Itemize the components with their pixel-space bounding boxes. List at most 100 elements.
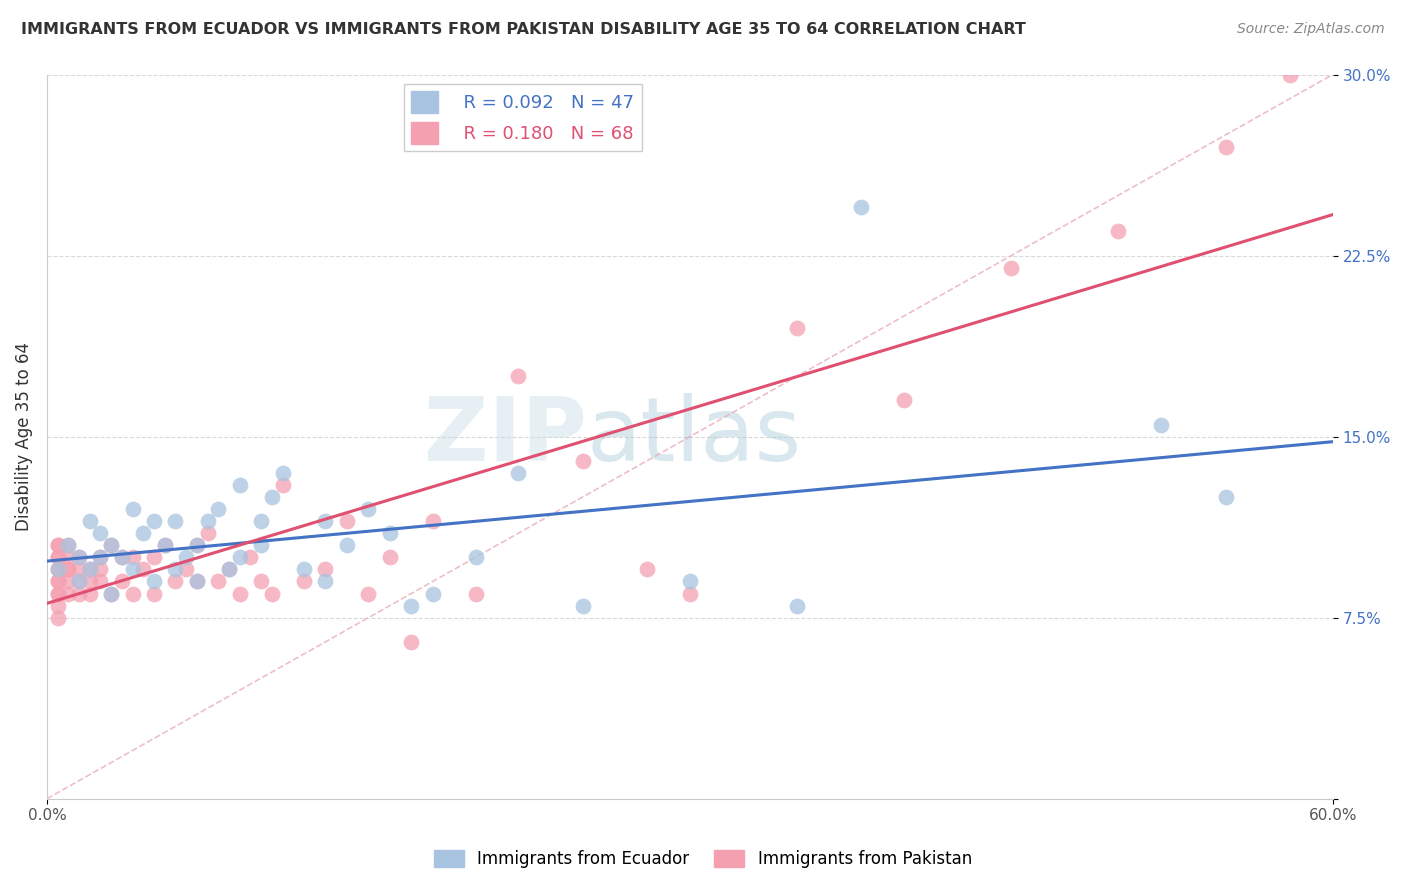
Point: [165, 574, 187, 589]
Point: [218, 562, 240, 576]
Point: [229, 586, 252, 600]
Point: [292, 574, 315, 589]
Point: [422, 586, 444, 600]
Point: [46, 574, 69, 589]
Point: [121, 562, 143, 576]
Point: [464, 550, 486, 565]
Point: [46, 562, 69, 576]
Point: [464, 586, 486, 600]
Point: [218, 562, 240, 576]
Point: [786, 321, 808, 335]
Point: [1278, 68, 1301, 82]
Point: [508, 369, 530, 384]
Point: [399, 599, 422, 613]
Point: [89, 550, 111, 565]
Point: [229, 550, 252, 565]
Point: [67, 586, 90, 600]
Point: [46, 610, 69, 624]
Point: [186, 538, 208, 552]
Point: [67, 550, 90, 565]
Point: [89, 574, 111, 589]
Point: [46, 538, 69, 552]
Point: [679, 586, 702, 600]
Point: [58, 538, 80, 552]
Point: [153, 538, 176, 552]
Point: [100, 538, 122, 552]
Point: [58, 562, 80, 576]
Point: [67, 550, 90, 565]
Point: [893, 393, 915, 408]
Point: [132, 562, 155, 576]
Point: [79, 574, 101, 589]
Point: [79, 514, 101, 528]
Point: [132, 526, 155, 541]
Legend:   R = 0.092   N = 47,   R = 0.180   N = 68: R = 0.092 N = 47, R = 0.180 N = 68: [404, 84, 641, 151]
Point: [143, 586, 166, 600]
Point: [336, 514, 359, 528]
Point: [143, 550, 166, 565]
Point: [207, 574, 229, 589]
Point: [46, 599, 69, 613]
Point: [571, 599, 593, 613]
Point: [153, 538, 176, 552]
Point: [315, 562, 337, 576]
Point: [58, 550, 80, 565]
Point: [67, 562, 90, 576]
Point: [46, 550, 69, 565]
Point: [121, 502, 143, 516]
Point: [46, 538, 69, 552]
Text: IMMIGRANTS FROM ECUADOR VS IMMIGRANTS FROM PAKISTAN DISABILITY AGE 35 TO 64 CORR: IMMIGRANTS FROM ECUADOR VS IMMIGRANTS FR…: [21, 22, 1026, 37]
Point: [571, 454, 593, 468]
Point: [197, 526, 219, 541]
Point: [100, 538, 122, 552]
Point: [851, 200, 873, 214]
Point: [143, 514, 166, 528]
Point: [111, 574, 134, 589]
Y-axis label: Disability Age 35 to 64: Disability Age 35 to 64: [15, 343, 32, 531]
Point: [67, 574, 90, 589]
Point: [58, 574, 80, 589]
Point: [315, 574, 337, 589]
Point: [336, 538, 359, 552]
Point: [357, 586, 380, 600]
Point: [378, 550, 401, 565]
Point: [58, 586, 80, 600]
Point: [111, 550, 134, 565]
Point: [508, 466, 530, 480]
Point: [67, 574, 90, 589]
Point: [250, 538, 273, 552]
Point: [79, 562, 101, 576]
Point: [378, 526, 401, 541]
Point: [292, 562, 315, 576]
Point: [174, 562, 197, 576]
Point: [58, 538, 80, 552]
Point: [357, 502, 380, 516]
Point: [89, 550, 111, 565]
Point: [229, 478, 252, 492]
Point: [79, 586, 101, 600]
Point: [260, 490, 283, 504]
Point: [46, 550, 69, 565]
Point: [186, 538, 208, 552]
Point: [636, 562, 658, 576]
Point: [399, 635, 422, 649]
Point: [679, 574, 702, 589]
Point: [271, 478, 294, 492]
Point: [46, 586, 69, 600]
Point: [46, 562, 69, 576]
Point: [79, 562, 101, 576]
Point: [207, 502, 229, 516]
Point: [250, 514, 273, 528]
Point: [239, 550, 262, 565]
Legend: Immigrants from Ecuador, Immigrants from Pakistan: Immigrants from Ecuador, Immigrants from…: [427, 843, 979, 875]
Point: [89, 562, 111, 576]
Point: [165, 514, 187, 528]
Point: [1000, 260, 1022, 275]
Point: [143, 574, 166, 589]
Point: [422, 514, 444, 528]
Point: [174, 550, 197, 565]
Point: [58, 562, 80, 576]
Point: [1107, 224, 1129, 238]
Point: [46, 574, 69, 589]
Point: [315, 514, 337, 528]
